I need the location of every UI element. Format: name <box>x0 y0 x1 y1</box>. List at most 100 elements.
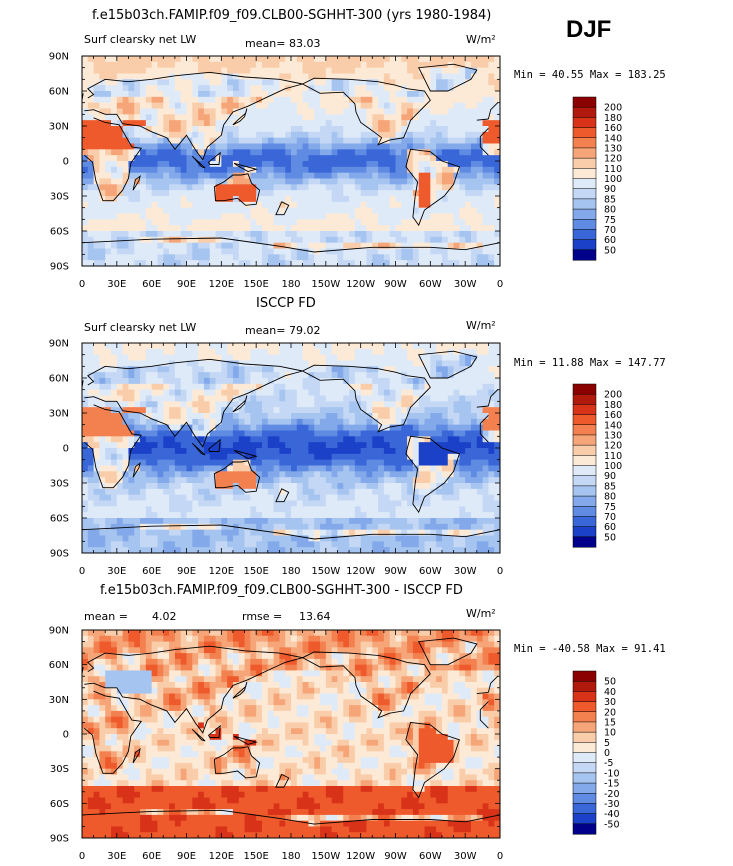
heatmap-cell <box>366 459 373 466</box>
heatmap-cell <box>250 448 257 455</box>
heatmap-cell <box>320 126 327 133</box>
heatmap-cell <box>169 348 176 356</box>
heatmap-cell <box>349 213 356 220</box>
heatmap-cell <box>99 231 106 238</box>
heatmap-cell <box>459 190 466 197</box>
heatmap-cell <box>215 260 222 267</box>
heatmap-cell <box>314 260 321 267</box>
heatmap-cell <box>418 201 425 209</box>
heatmap-cell <box>157 56 164 63</box>
heatmap-cell <box>476 155 483 162</box>
heatmap-cell <box>105 172 112 179</box>
heatmap-cell <box>378 483 385 490</box>
heatmap-cell <box>407 494 414 501</box>
heatmap-cell <box>494 196 501 203</box>
heatmap-cell <box>111 407 118 414</box>
heatmap-cell <box>192 120 199 127</box>
heatmap-cell <box>314 424 321 431</box>
heatmap-cell <box>145 56 153 63</box>
heatmap-cell <box>209 260 216 267</box>
heatmap-cell <box>157 201 164 209</box>
heatmap-cell <box>378 354 385 361</box>
heatmap-cell <box>291 424 298 431</box>
coastline <box>479 127 489 156</box>
heatmap-cell <box>145 500 153 507</box>
heatmap-cell <box>476 73 483 80</box>
heatmap-cell <box>99 172 106 179</box>
heatmap-cell <box>447 73 454 80</box>
heatmap-cell <box>145 67 153 74</box>
heatmap-cell <box>360 96 367 104</box>
heatmap-cell <box>366 149 373 156</box>
heatmap-cell <box>267 225 274 232</box>
heatmap-cell <box>360 79 367 86</box>
heatmap-cell <box>232 471 240 478</box>
heatmap-cell <box>314 108 321 115</box>
heatmap-cell <box>482 494 489 501</box>
heatmap-cell <box>267 430 274 437</box>
heatmap-cell <box>389 488 396 496</box>
heatmap-cell <box>430 236 437 244</box>
heatmap-cell <box>111 383 118 391</box>
heatmap-cell <box>291 67 298 74</box>
heatmap-cell <box>82 161 89 168</box>
heatmap-cell <box>93 172 100 179</box>
heatmap-cell <box>302 73 309 80</box>
heatmap-cell <box>82 378 89 385</box>
heatmap-cell <box>482 383 489 391</box>
heatmap-cell <box>488 231 495 238</box>
heatmap-cell <box>354 126 362 133</box>
heatmap-cell <box>192 407 199 414</box>
heatmap-cell <box>459 418 466 426</box>
heatmap-cell <box>180 137 187 144</box>
heatmap-cell <box>488 56 495 63</box>
heatmap-cell <box>424 137 431 144</box>
heatmap-cell <box>343 366 350 373</box>
heatmap-cell <box>465 436 472 443</box>
heatmap-cell <box>256 196 263 203</box>
heatmap-cell <box>174 236 182 244</box>
heatmap-cell <box>285 67 292 74</box>
heatmap-cell <box>482 459 489 466</box>
heatmap-cell <box>441 172 449 179</box>
heatmap-cell <box>180 418 187 426</box>
heatmap-cell <box>267 213 274 220</box>
heatmap-cell <box>343 477 350 484</box>
heatmap-cell <box>180 178 187 185</box>
heatmap-cell <box>261 131 269 139</box>
heatmap-cell <box>424 494 431 501</box>
heatmap-cell <box>453 413 460 420</box>
heatmap-cell <box>116 67 124 74</box>
heatmap-cell <box>244 418 251 426</box>
heatmap-cell <box>337 494 344 501</box>
heatmap-cell <box>343 201 350 209</box>
heatmap-cell <box>488 126 495 133</box>
heatmap-cell <box>227 343 234 350</box>
heatmap-cell <box>163 56 170 63</box>
heatmap-cell <box>111 184 118 191</box>
heatmap-cell <box>424 172 431 179</box>
heatmap-cell <box>250 465 257 472</box>
heatmap-cell <box>232 207 240 214</box>
heatmap-cell <box>343 120 350 127</box>
heatmap-cell <box>436 436 443 443</box>
heatmap-cell <box>482 453 489 461</box>
heatmap-cell <box>232 477 240 484</box>
heatmap-cell <box>261 453 269 461</box>
heatmap-cell <box>494 96 501 104</box>
heatmap-cell <box>174 178 182 185</box>
heatmap-cell <box>105 483 112 490</box>
heatmap-cell <box>453 401 460 408</box>
heatmap-cell <box>291 453 298 461</box>
heatmap-cell <box>291 120 298 127</box>
heatmap-cell <box>291 137 298 144</box>
heatmap-cell <box>256 131 263 139</box>
heatmap-cell <box>465 260 472 267</box>
heatmap-cell <box>221 366 228 373</box>
heatmap-cell <box>174 483 182 490</box>
heatmap-cell <box>267 155 274 162</box>
heatmap-cell <box>395 137 402 144</box>
heatmap-cell <box>320 348 327 356</box>
heatmap-cell <box>482 395 489 402</box>
heatmap-cell <box>412 360 420 367</box>
